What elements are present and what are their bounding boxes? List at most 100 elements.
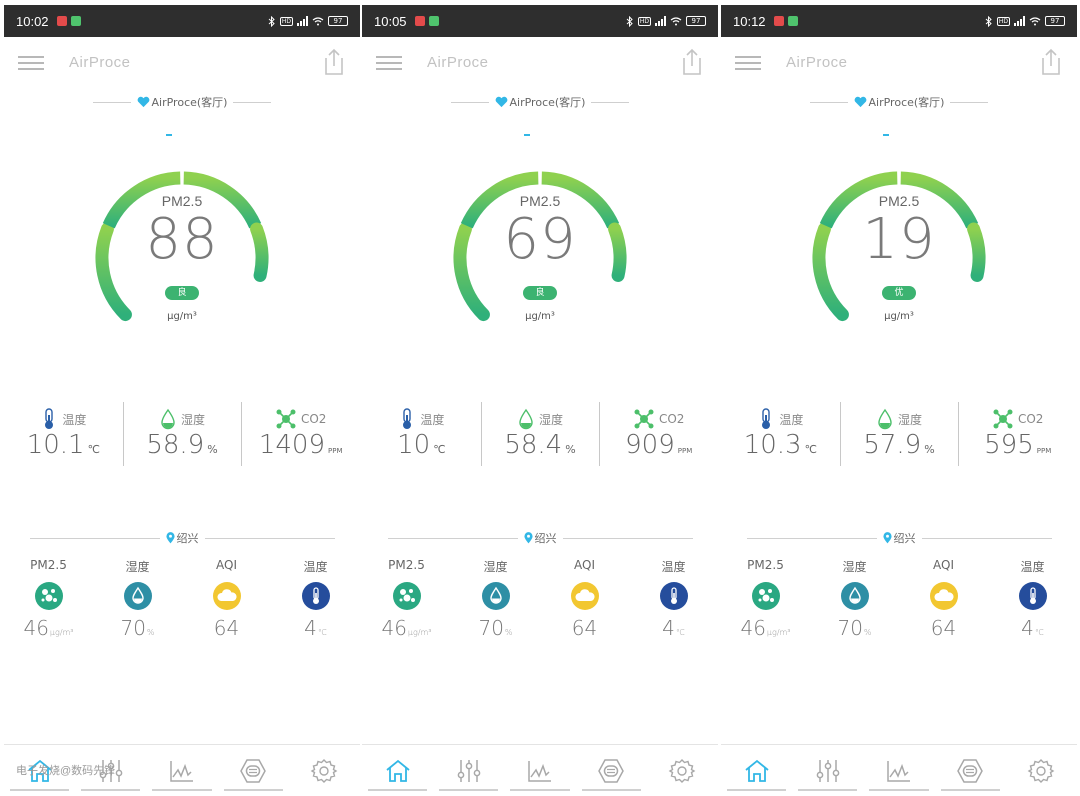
status-time: 10:02	[16, 13, 49, 29]
hamburger-icon[interactable]	[376, 54, 402, 72]
metric-co2: CO2 595 PPM	[958, 402, 1077, 468]
outdoor-label: 温度	[661, 560, 686, 574]
tab-controls[interactable]	[433, 745, 504, 796]
chart-icon	[528, 760, 551, 782]
device-label[interactable]: AirProce(客厅)	[495, 94, 585, 110]
tab-filter[interactable]	[218, 745, 289, 796]
bluetooth-icon	[985, 15, 992, 27]
metric-temperature: 温度 10 ℃	[362, 402, 481, 468]
air-quality-badge: 良	[523, 286, 557, 300]
filter-icon	[598, 758, 625, 783]
gear-icon	[669, 758, 696, 783]
status-time: 10:05	[374, 13, 407, 29]
city-label[interactable]: 绍兴	[523, 530, 557, 546]
divider-line	[29, 537, 160, 539]
gear-icon	[1028, 758, 1055, 783]
humidity-value: 58.9	[146, 430, 205, 460]
outdoor-aqi: AQI 64	[540, 558, 629, 648]
air-quality-badge: 优	[882, 286, 916, 300]
thermometer-icon	[762, 408, 771, 429]
device-label[interactable]: AirProce(客厅)	[854, 94, 944, 110]
outdoor-label: PM2.5	[747, 558, 784, 572]
tab-settings[interactable]	[289, 745, 360, 796]
indoor-metrics: 温度 10 ℃ 湿度 58.4 % CO2 909 PP	[362, 402, 718, 468]
gauge-arc-segment	[967, 222, 986, 282]
outdoor-humidity-unit: %	[504, 628, 513, 637]
tab-history[interactable]	[146, 745, 217, 796]
share-icon[interactable]	[1039, 48, 1063, 76]
app-bar: AirProce	[4, 46, 360, 80]
particles-icon	[392, 582, 421, 610]
tab-indicator	[368, 788, 428, 791]
city-name: 绍兴	[176, 532, 199, 545]
co2-value: 595	[984, 430, 1034, 460]
metric-humidity: 湿度 58.4 %	[480, 402, 600, 468]
gauge-level-wrap: 优	[804, 280, 994, 300]
outdoor-aqi-value: 64	[213, 616, 240, 640]
chart-icon	[170, 760, 193, 782]
tab-filter[interactable]	[576, 745, 647, 796]
device-selector[interactable]: AirProce(客厅)	[362, 94, 718, 110]
wifi-icon	[312, 16, 324, 25]
tab-history[interactable]	[863, 745, 934, 796]
notification-app-icon	[428, 16, 439, 26]
outdoor-pm25-value: 46	[23, 616, 49, 640]
metric-co2: CO2 909 PPM	[599, 402, 718, 468]
gauge-level-wrap: 良	[445, 280, 635, 300]
city-label[interactable]: 绍兴	[165, 530, 199, 546]
co2-unit: PPM	[328, 447, 343, 455]
gauge-arc-segment	[460, 171, 539, 229]
divider-line	[233, 101, 272, 103]
tab-settings[interactable]	[647, 745, 718, 796]
outdoor-label: AQI	[933, 558, 954, 572]
tab-history[interactable]	[504, 745, 575, 796]
status-bar: 10:02 HD 97	[4, 5, 360, 37]
divider-line	[92, 101, 131, 103]
notification-app-icon	[787, 16, 798, 26]
tab-settings[interactable]	[1006, 745, 1077, 796]
device-selector[interactable]: AirProce(客厅)	[721, 94, 1077, 110]
gauge-value: 88	[145, 207, 219, 272]
share-icon[interactable]	[680, 48, 704, 76]
tab-home[interactable]	[721, 745, 792, 796]
tab-indicator	[727, 788, 787, 791]
outdoor-temperature-value: 4	[662, 616, 675, 640]
gauge-unit: μg/m³	[525, 311, 555, 322]
thermometer-icon	[1018, 582, 1047, 610]
device-selector[interactable]: AirProce(客厅)	[4, 94, 360, 110]
share-icon[interactable]	[322, 48, 346, 76]
page-indicator	[166, 134, 172, 136]
hamburger-icon[interactable]	[735, 54, 761, 72]
gauge-arc-segment	[183, 171, 262, 229]
outdoor-humidity-value: 70	[478, 616, 504, 640]
outdoor-humidity-unit: %	[863, 628, 872, 637]
status-app-icons	[414, 16, 439, 26]
divider-line	[387, 537, 518, 539]
metric-label: CO2	[1017, 412, 1044, 426]
outdoor-label: 温度	[303, 560, 328, 574]
divider-line	[746, 537, 877, 539]
outdoor-label: PM2.5	[388, 558, 425, 572]
battery-icon: 97	[328, 16, 348, 26]
tab-indicator	[581, 788, 641, 791]
gauge-arc-segment	[819, 171, 898, 229]
water-drop-icon	[840, 582, 869, 610]
tab-home[interactable]	[4, 745, 75, 796]
outdoor-humidity-value: 70	[120, 616, 146, 640]
device-label[interactable]: AirProce(客厅)	[137, 94, 227, 110]
phone-screen-2: 10:05 HD 97 AirProce AirProce(客厅)	[362, 0, 718, 796]
tab-home[interactable]	[362, 745, 433, 796]
tab-filter[interactable]	[935, 745, 1006, 796]
tab-controls[interactable]	[75, 745, 146, 796]
humidity-unit: %	[207, 443, 218, 456]
city-label[interactable]: 绍兴	[882, 530, 916, 546]
outdoor-label: 湿度	[125, 560, 150, 574]
outdoor-label: 湿度	[483, 560, 508, 574]
outdoor-metrics: PM2.5 46μg/m³ 湿度 70% AQI 64 温度 4℃	[4, 558, 360, 648]
molecule-icon	[993, 409, 1013, 429]
tab-controls[interactable]	[792, 745, 863, 796]
hamburger-icon[interactable]	[18, 54, 44, 72]
location-pin-icon	[165, 532, 175, 544]
battery-icon: 97	[1045, 16, 1065, 26]
water-drop-icon	[481, 582, 510, 610]
